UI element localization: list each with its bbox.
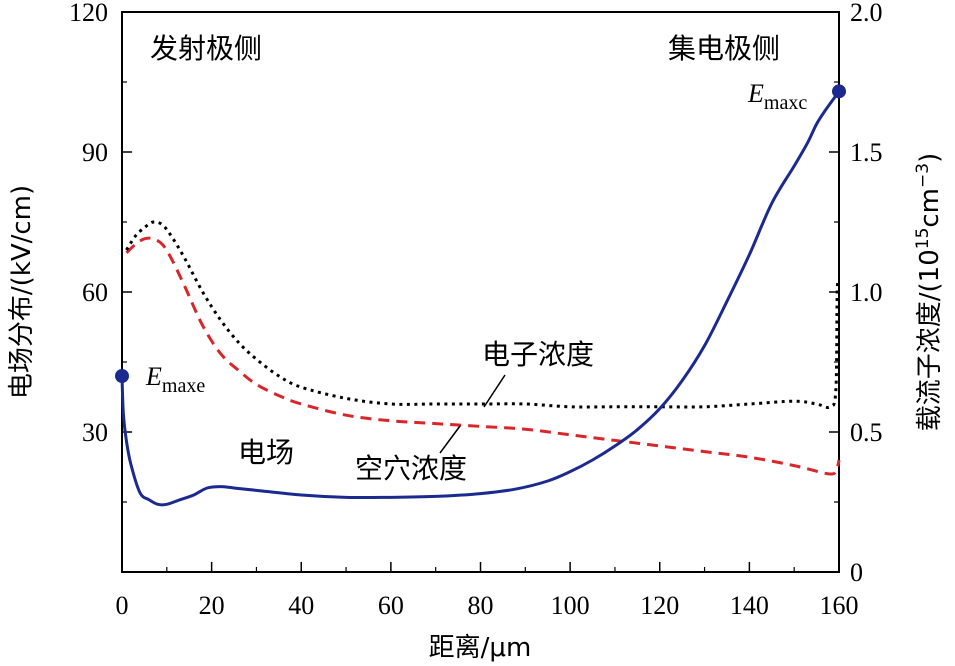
x-axis-label: 距离/μm bbox=[429, 633, 532, 663]
leader-electron-concentration bbox=[483, 374, 506, 408]
annotation-electric-field: 电场 bbox=[238, 436, 294, 469]
marker-emaxc bbox=[832, 84, 846, 99]
y-right-tick-label: 1.0 bbox=[850, 278, 883, 307]
y-axis-right-label: 载流子浓度/(1015cm−3) bbox=[913, 153, 945, 431]
annotation-emaxe-sub: maxe bbox=[162, 375, 205, 397]
x-tick-label: 120 bbox=[640, 591, 679, 620]
x-tick-label: 60 bbox=[378, 591, 404, 620]
annotation-emaxc: Emaxc bbox=[747, 79, 807, 114]
y-axis-left-label: 电场分布/(kV/cm) bbox=[7, 185, 37, 399]
y-axis-right-label-sup2: −3 bbox=[913, 163, 933, 188]
x-tick-label: 160 bbox=[820, 591, 859, 620]
x-tick-label: 140 bbox=[730, 591, 769, 620]
y-axis-right-label-sup1: 15 bbox=[913, 228, 933, 250]
annotation-emaxc-base: E bbox=[747, 79, 764, 108]
annotation-emaxe: Emaxe bbox=[145, 362, 205, 397]
marker-emaxe bbox=[115, 369, 129, 383]
y-right-tick-label: 1.5 bbox=[850, 138, 883, 167]
annotation-hole-concentration: 空穴浓度 bbox=[355, 452, 467, 485]
y-left-tick-label: 60 bbox=[82, 278, 108, 307]
x-tick-label: 100 bbox=[551, 591, 590, 620]
y-axis-right-label-main: 载流子浓度/(10 bbox=[915, 249, 945, 431]
x-tick-label: 40 bbox=[288, 591, 314, 620]
y-left-tick-label: 90 bbox=[82, 138, 108, 167]
y-axis-right-label-mid: cm bbox=[915, 188, 945, 228]
tick-labels: 0 20 40 60 80 100 120 140 160 30 60 90 120 0 0.5 1.0 1.5… bbox=[69, 0, 883, 620]
x-tick-label: 0 bbox=[116, 591, 129, 620]
leader-hole-concentration bbox=[439, 425, 461, 454]
ticks bbox=[121, 11, 840, 573]
annotation-emaxc-sub: maxc bbox=[764, 92, 807, 114]
annotation-emaxe-base: E bbox=[145, 362, 162, 391]
annotation-collector-side: 集电极侧 bbox=[668, 32, 780, 65]
y-right-tick-label: 0 bbox=[850, 558, 863, 587]
y-axis-right-label-end: ) bbox=[915, 153, 945, 163]
series-line-hole-concentration bbox=[125, 236, 841, 476]
annotation-electron-concentration: 电子浓度 bbox=[482, 338, 594, 371]
series-line-electron-concentration bbox=[125, 220, 841, 409]
y-left-tick-label: 30 bbox=[82, 418, 108, 447]
y-right-tick-label: 2.0 bbox=[850, 0, 883, 27]
annotation-emitter-side: 发射极侧 bbox=[150, 32, 262, 65]
x-tick-label: 80 bbox=[468, 591, 494, 620]
series-line-electric-field bbox=[120, 90, 841, 507]
y-left-tick-label: 120 bbox=[69, 0, 108, 27]
x-tick-label: 20 bbox=[199, 591, 225, 620]
y-right-tick-label: 0.5 bbox=[850, 418, 883, 447]
